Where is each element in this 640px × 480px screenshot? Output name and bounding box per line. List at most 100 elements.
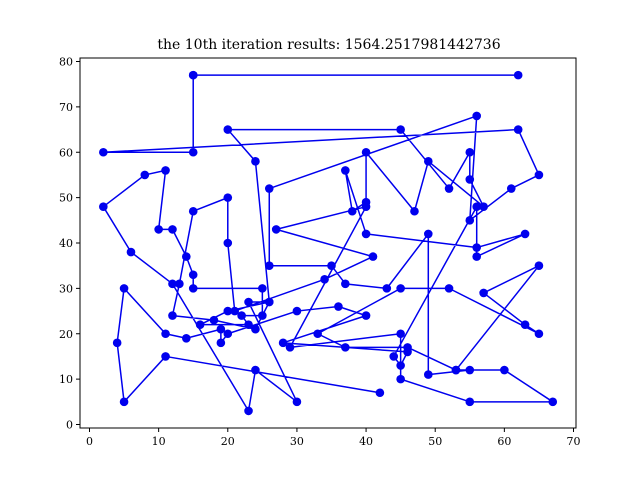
route-point [119, 397, 129, 407]
route-point [237, 311, 246, 320]
route-point [320, 275, 329, 284]
x-tick-label: 30 [290, 435, 304, 448]
route-point [112, 338, 122, 348]
route-point [188, 206, 198, 216]
route-point [479, 202, 488, 211]
route-point [244, 406, 253, 416]
x-tick-label: 0 [86, 435, 93, 448]
route-point [396, 361, 405, 370]
route-line [102, 74, 554, 412]
route-point [520, 229, 530, 239]
y-tick-label: 20 [59, 328, 73, 341]
x-tick-label: 10 [152, 435, 166, 448]
route-point [444, 184, 454, 193]
chart-title: the 10th iteration results: 1564.2517981… [157, 37, 500, 53]
route-point [244, 297, 253, 307]
route-point [195, 320, 205, 329]
route-point [410, 206, 419, 216]
y-tick-label: 80 [59, 56, 73, 69]
route-point [188, 270, 198, 280]
route-point [465, 175, 475, 184]
route-point [168, 225, 177, 234]
route-point [424, 157, 433, 166]
route-point [264, 184, 274, 193]
route-point [251, 157, 260, 166]
y-tick-label: 30 [59, 282, 73, 295]
route-point [334, 302, 343, 311]
route-point [513, 70, 523, 80]
route-point [99, 202, 108, 211]
x-tick-label: 20 [221, 435, 235, 448]
route-point [548, 397, 558, 407]
route-point [188, 70, 198, 80]
y-tick-label: 10 [59, 373, 73, 386]
route-point [396, 125, 405, 134]
route-point [182, 333, 191, 343]
axes: 0 10 20 30 40 50 60 70 0 10 20 30 40 50 60 70 80 [59, 56, 581, 449]
route-point [161, 166, 170, 175]
route-point [534, 329, 544, 339]
route-point [223, 125, 233, 134]
route-layer [99, 70, 558, 416]
route-point [251, 365, 260, 375]
route-point [327, 261, 336, 270]
route-point [396, 329, 405, 339]
route-point [251, 324, 260, 334]
route-point [375, 388, 385, 398]
route-point [223, 193, 233, 202]
y-tick-label: 70 [59, 101, 73, 114]
route-point [140, 170, 150, 180]
route-point [244, 320, 253, 329]
route-point [126, 247, 136, 257]
x-tick-label: 50 [428, 435, 442, 448]
route-point [154, 225, 163, 234]
route-point [182, 252, 191, 261]
route-point [444, 284, 454, 293]
route-point [292, 306, 302, 316]
route-point [258, 284, 267, 293]
y-tick-label: 50 [59, 192, 73, 205]
route-point [168, 311, 177, 320]
route-point [513, 125, 523, 134]
route-point [264, 297, 274, 307]
route-point [451, 365, 461, 375]
route-point [292, 397, 302, 407]
route-point [209, 315, 219, 325]
route-point [403, 347, 412, 357]
route-point [361, 229, 371, 239]
route-point [285, 343, 295, 352]
x-tick-label: 70 [567, 435, 581, 448]
route-point [534, 261, 544, 270]
y-tick-label: 40 [59, 237, 73, 250]
route-point [396, 284, 405, 293]
route-point [216, 338, 226, 348]
route-point [347, 206, 357, 216]
route-point [472, 252, 482, 261]
route-point [168, 279, 177, 289]
route-point [389, 352, 399, 361]
route-point [520, 320, 530, 329]
route-point [424, 229, 433, 239]
route-point [188, 284, 198, 293]
route-point [506, 184, 516, 193]
route-point [341, 343, 350, 352]
y-tick-label: 0 [66, 419, 73, 432]
route-point [161, 352, 170, 361]
route-point [161, 329, 170, 339]
route-point [500, 365, 509, 375]
route-point [223, 238, 233, 248]
route-point [175, 279, 184, 289]
route-point [278, 338, 288, 348]
route-point [472, 243, 482, 252]
route-point [465, 397, 475, 407]
route-point [99, 147, 108, 157]
route-point [341, 166, 350, 175]
route-point [223, 329, 233, 339]
route-point [368, 252, 378, 261]
route-point [230, 306, 239, 316]
route-point [465, 216, 475, 225]
route-point [534, 170, 544, 180]
route-point [223, 306, 233, 316]
route-point [361, 147, 371, 157]
